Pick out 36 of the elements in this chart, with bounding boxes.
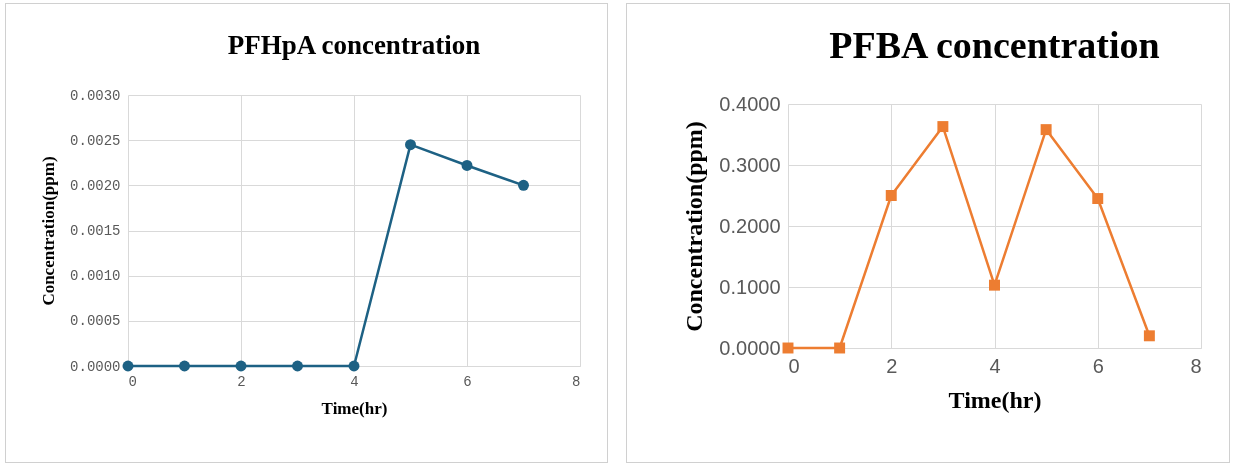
point bbox=[348, 360, 360, 372]
y-tick-label: 0.4000 bbox=[719, 92, 781, 115]
point bbox=[292, 360, 303, 372]
y-tick-label: 0.0000 bbox=[70, 358, 121, 375]
x-tick-label: 4 bbox=[350, 373, 359, 390]
y-axis-title: Concentration(ppm) bbox=[39, 156, 59, 306]
y-tick-label: 0.0000 bbox=[719, 336, 781, 359]
y-tick-label: 0.0005 bbox=[70, 313, 121, 330]
x-tick-label: 0 bbox=[128, 373, 137, 390]
y-tick-label: 0.0030 bbox=[70, 87, 121, 104]
point bbox=[179, 360, 190, 372]
chart-title: PFHpA concentration bbox=[227, 30, 481, 60]
point bbox=[461, 159, 473, 171]
y-tick-label: 0.0015 bbox=[70, 223, 121, 239]
x-axis-title: Time(hr) bbox=[321, 398, 388, 418]
chart-title: PFBA concentration bbox=[829, 24, 1160, 66]
y-axis-title: Concentration(ppm) bbox=[681, 121, 708, 332]
x-tick-label: 6 bbox=[463, 373, 472, 390]
x-axis-title: Time(hr) bbox=[948, 386, 1042, 413]
y-tick-label: 0.1000 bbox=[719, 275, 781, 298]
x-tick-label: 8 bbox=[1190, 354, 1202, 377]
point bbox=[405, 139, 416, 151]
y-tick-label: 0.2000 bbox=[719, 214, 781, 237]
x-tick-label: 6 bbox=[1092, 354, 1104, 377]
x-tick-label: 8 bbox=[572, 373, 581, 390]
point bbox=[122, 360, 134, 372]
x-tick-label: 2 bbox=[237, 373, 246, 390]
x-tick-label: 2 bbox=[886, 354, 898, 377]
x-tick-label: 4 bbox=[989, 354, 1001, 377]
x-tick-label: 0 bbox=[788, 354, 800, 377]
y-tick-label: 0.3000 bbox=[719, 153, 781, 176]
y-tick-label: 0.0025 bbox=[70, 132, 121, 149]
y-tick-label: 0.0010 bbox=[70, 268, 121, 285]
point bbox=[235, 360, 247, 372]
y-tick-label: 0.0020 bbox=[70, 177, 121, 194]
point bbox=[518, 179, 529, 191]
